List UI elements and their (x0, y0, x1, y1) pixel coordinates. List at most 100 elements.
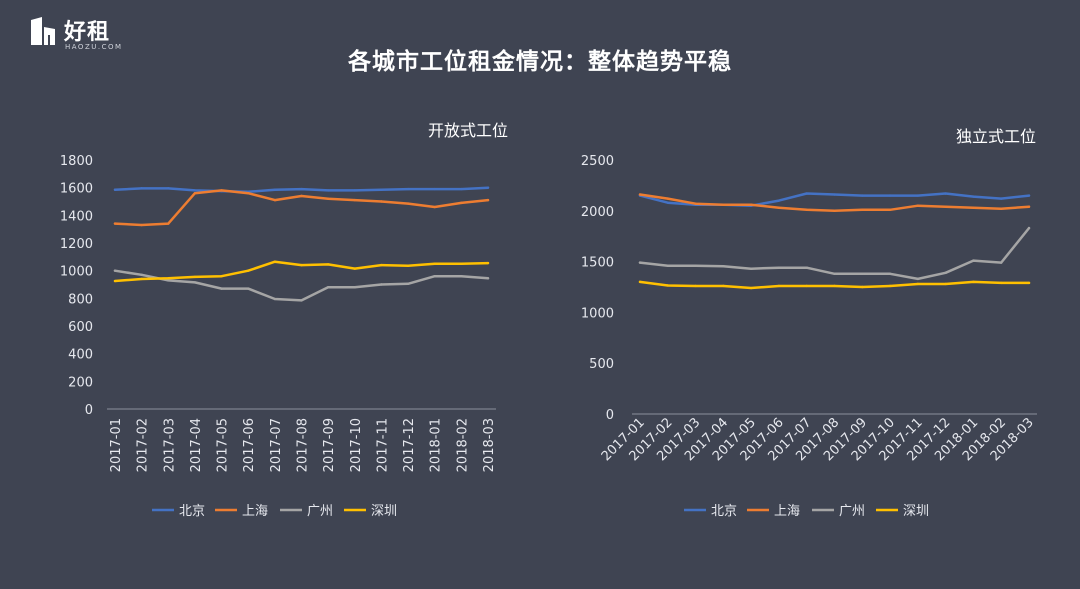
data-point-open-2 (220, 287, 223, 290)
data-point-private-2 (888, 272, 892, 275)
data-point-private-3 (638, 280, 642, 284)
data-point-open-1 (460, 201, 463, 205)
x-tick-label-open: 2017-04 (189, 418, 204, 472)
x-tick-label-open: 2018-01 (429, 418, 444, 472)
data-point-open-1 (380, 200, 383, 203)
data-point-open-1 (406, 202, 410, 205)
data-point-open-0 (273, 188, 277, 191)
open-workstation-chart: 开放式工位 0 200 400 600 800 1000 1200 1400 1600 1800 20… (60, 121, 508, 519)
data-point-open-3 (380, 263, 383, 267)
data-point-open-3 (460, 262, 463, 265)
data-point-private-1 (861, 208, 864, 211)
chart-title-private: 独立式工位 (956, 127, 1036, 146)
data-point-open-2 (247, 287, 250, 290)
series-line-private-2 (638, 226, 1031, 281)
y-tick-label-private: 500 (589, 357, 614, 372)
data-point-private-3 (916, 282, 920, 286)
data-point-open-3 (247, 269, 250, 272)
data-point-open-3 (193, 275, 197, 279)
x-tick-label-open: 2017-03 (162, 418, 177, 472)
data-point-private-1 (805, 208, 808, 211)
data-point-open-1 (300, 194, 303, 198)
data-point-private-1 (638, 193, 642, 196)
logo-subtext: HAOZU.COM (65, 43, 123, 51)
data-point-open-3 (167, 277, 170, 280)
data-point-private-3 (694, 284, 697, 288)
data-point-open-1 (193, 192, 197, 195)
data-point-open-0 (326, 189, 330, 192)
data-point-open-2 (326, 286, 330, 289)
data-point-private-3 (833, 284, 836, 288)
data-point-open-3 (113, 279, 117, 283)
data-point-private-3 (1000, 281, 1003, 285)
legend-label-private-0: 北京 (711, 504, 737, 519)
data-point-open-1 (113, 222, 117, 225)
data-point-private-0 (666, 201, 669, 204)
data-point-private-3 (888, 284, 892, 288)
data-point-private-1 (944, 205, 947, 208)
data-point-private-3 (1027, 281, 1031, 285)
data-point-open-2 (167, 279, 170, 282)
data-point-private-1 (1027, 205, 1031, 208)
data-point-private-1 (833, 209, 836, 212)
logo-text: 好租 (64, 20, 111, 45)
data-point-open-3 (486, 261, 490, 265)
x-tick-label-open: 2017-10 (349, 418, 364, 472)
legend-label-open-1: 上海 (242, 504, 268, 519)
data-point-open-0 (140, 187, 143, 190)
building-logo-icon (31, 17, 55, 45)
data-point-private-3 (749, 286, 753, 290)
data-point-private-2 (944, 271, 947, 274)
data-point-open-1 (273, 198, 277, 202)
data-point-open-0 (433, 187, 436, 191)
y-tick-label-open: 800 (68, 292, 93, 307)
data-point-open-3 (220, 275, 223, 278)
data-point-open-1 (140, 223, 143, 227)
y-tick-label-open: 0 (85, 403, 93, 418)
data-point-private-3 (805, 284, 808, 288)
x-tick-label-open: 2017-07 (269, 418, 284, 472)
data-point-open-1 (486, 198, 490, 202)
x-tick-label-open: 2017-02 (136, 418, 151, 472)
x-tick-label-open: 2017-01 (109, 418, 124, 472)
x-tick-label-open: 2018-03 (482, 418, 497, 472)
data-point-open-0 (353, 189, 356, 192)
data-point-open-0 (300, 187, 303, 191)
data-point-private-1 (888, 208, 892, 211)
data-point-private-3 (861, 285, 864, 289)
data-point-private-2 (1027, 226, 1031, 230)
y-tick-label-open: 1800 (60, 154, 93, 169)
y-tick-label-private: 2000 (581, 205, 614, 220)
data-point-private-1 (972, 206, 975, 209)
x-tick-label-open: 2017-05 (216, 418, 231, 472)
data-point-private-0 (805, 192, 808, 195)
data-point-private-0 (972, 195, 975, 198)
data-point-open-2 (273, 297, 277, 301)
data-point-open-0 (460, 187, 463, 191)
data-point-private-2 (666, 264, 669, 267)
data-point-open-0 (380, 188, 383, 191)
data-point-private-1 (1000, 207, 1003, 210)
data-point-open-3 (300, 263, 303, 267)
chart-title-open: 开放式工位 (428, 121, 508, 140)
y-tick-label-open: 1200 (60, 237, 93, 252)
data-point-open-2 (300, 299, 303, 302)
data-point-open-2 (113, 269, 117, 272)
data-point-private-0 (1000, 197, 1003, 200)
legend-label-open-2: 广州 (307, 504, 333, 519)
y-tick-label-open: 200 (68, 375, 93, 390)
legend-label-private-2: 广州 (839, 504, 865, 519)
data-point-open-2 (380, 283, 383, 286)
y-tick-label-private: 1000 (581, 306, 614, 321)
data-point-open-3 (326, 263, 330, 266)
data-point-open-3 (433, 262, 436, 265)
data-point-private-1 (666, 197, 669, 200)
data-point-open-1 (353, 198, 356, 202)
data-point-open-3 (273, 260, 277, 263)
data-point-open-0 (113, 188, 117, 191)
x-tick-label-open: 2017-06 (242, 418, 257, 472)
data-point-open-3 (406, 264, 410, 268)
data-point-open-2 (406, 282, 410, 286)
data-point-private-2 (972, 259, 975, 262)
